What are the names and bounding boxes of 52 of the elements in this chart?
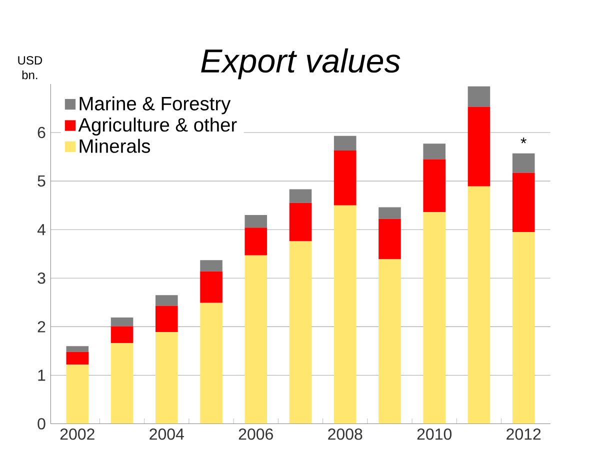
y-tick-label: 5 <box>38 175 46 187</box>
bar <box>155 332 178 424</box>
bar <box>423 212 446 424</box>
bar <box>244 255 268 424</box>
bar <box>244 228 268 256</box>
bar <box>66 352 89 365</box>
annotation: * <box>520 138 526 144</box>
bar <box>468 106 490 186</box>
bar <box>334 205 356 424</box>
bar <box>244 214 268 228</box>
legend-label: Marine & Forestry <box>80 96 231 114</box>
chart-title: Export values <box>201 48 400 80</box>
bar <box>289 202 312 242</box>
y-axis-title: USD bn. <box>18 56 42 80</box>
bar <box>66 364 89 424</box>
bar <box>110 317 134 326</box>
y-tick-label: 2 <box>38 321 46 332</box>
y-tick-label: 4 <box>37 224 46 236</box>
x-tick-label: 2006 <box>238 428 273 440</box>
bar <box>512 172 535 232</box>
x-tick-label: 2012 <box>506 428 541 440</box>
bar <box>334 150 356 206</box>
bar <box>155 295 178 306</box>
bar <box>200 260 222 272</box>
y-tick-label: 3 <box>38 272 46 284</box>
legend-label: Agriculture & other <box>78 118 237 136</box>
bar <box>66 346 89 352</box>
bar <box>423 159 446 212</box>
bar <box>468 86 490 107</box>
x-tick-label: 2008 <box>328 428 362 440</box>
bar <box>512 232 535 424</box>
x-tick-label: 2002 <box>60 428 94 440</box>
y-tick-label: 0 <box>38 418 46 430</box>
bar <box>512 153 535 173</box>
bar <box>110 343 134 424</box>
y-tick-label: 6 <box>38 126 46 138</box>
bar <box>423 144 446 160</box>
bar <box>200 271 222 303</box>
bar <box>155 306 178 332</box>
bar <box>334 136 356 150</box>
bar <box>378 218 401 260</box>
bar <box>378 259 401 424</box>
y-tick-label: 1 <box>38 370 46 381</box>
legend-label: Minerals <box>80 138 150 153</box>
bar <box>378 207 401 219</box>
bar <box>289 189 312 203</box>
bar <box>110 326 134 344</box>
x-tick-label: 2004 <box>150 428 184 440</box>
bar <box>200 302 222 424</box>
bar <box>289 241 312 424</box>
x-tick-label: 2010 <box>417 428 452 440</box>
bar <box>468 186 490 424</box>
